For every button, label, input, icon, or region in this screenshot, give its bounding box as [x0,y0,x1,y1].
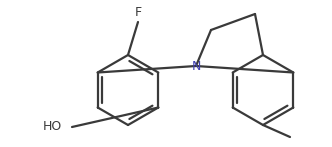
Text: HO: HO [42,121,62,133]
Text: F: F [134,6,141,20]
Text: N: N [191,60,201,72]
